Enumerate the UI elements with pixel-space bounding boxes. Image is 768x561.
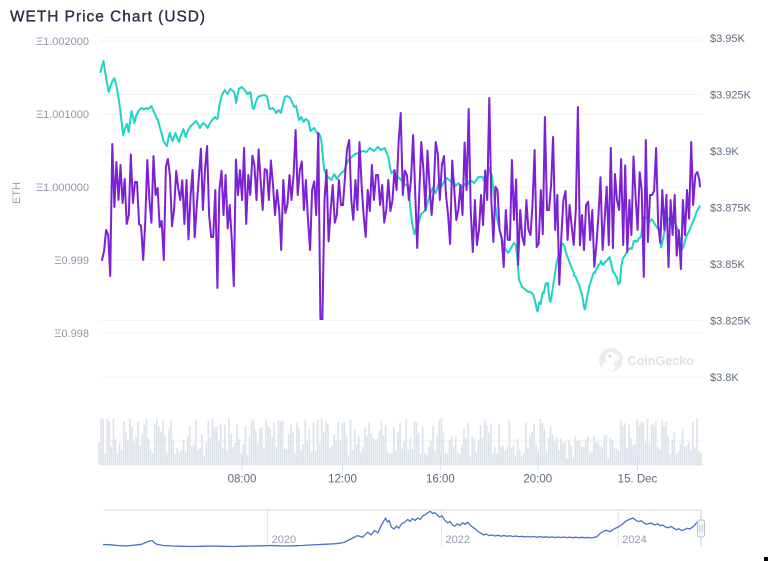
svg-text:WETH Price Chart (USD): WETH Price Chart (USD) [10,9,206,26]
svg-text:Ξ0.998: Ξ0.998 [54,328,89,340]
svg-text:$3.925K: $3.925K [710,89,752,101]
svg-text:20:00: 20:00 [523,474,552,486]
svg-text:Ξ1.000000: Ξ1.000000 [36,182,89,194]
svg-text:$3.85K: $3.85K [710,259,746,271]
svg-text:Ξ1.002000: Ξ1.002000 [36,36,89,48]
svg-text:2022: 2022 [446,534,470,546]
svg-text:$3.8K: $3.8K [710,372,739,384]
svg-text:ETH: ETH [11,182,23,204]
svg-text:16:00: 16:00 [426,474,455,486]
svg-text:$3.875K: $3.875K [710,202,752,214]
svg-text:Ξ0.999: Ξ0.999 [54,255,89,267]
svg-text:CoinGecko: CoinGecko [628,354,695,368]
svg-text:12:00: 12:00 [328,474,357,486]
svg-text:Ξ1.001000: Ξ1.001000 [36,109,89,121]
svg-text:$3.95K: $3.95K [710,33,746,45]
svg-text:2020: 2020 [272,534,296,546]
svg-text:$3.825K: $3.825K [710,315,752,327]
svg-text:$3.9K: $3.9K [710,146,739,158]
svg-text:08:00: 08:00 [228,474,257,486]
svg-text:15. Dec: 15. Dec [618,474,658,486]
svg-text:2024: 2024 [622,534,646,546]
